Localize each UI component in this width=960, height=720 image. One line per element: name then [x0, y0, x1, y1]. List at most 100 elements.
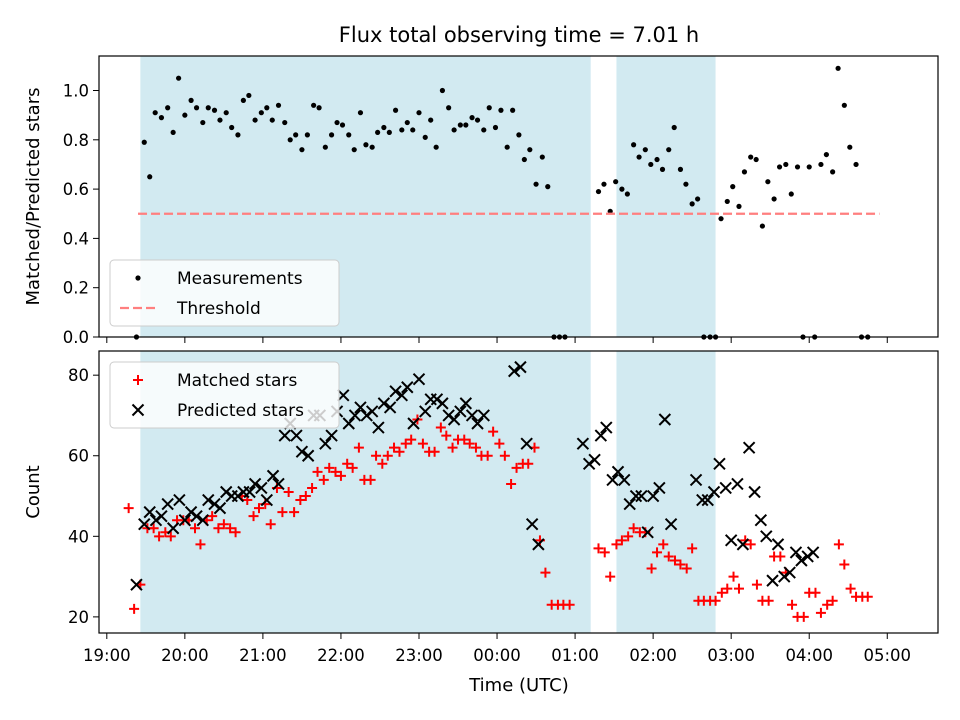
predicted-star-marker [514, 360, 527, 374]
predicted-star-marker [689, 473, 703, 487]
matched-star-marker [441, 430, 452, 441]
measurement-point [463, 122, 469, 128]
predicted-star-marker [696, 493, 709, 507]
measurement-point [369, 144, 375, 150]
matched-star-marker [740, 535, 751, 546]
matched-star-marker [165, 531, 176, 542]
measurement-point [469, 115, 475, 121]
matched-star-marker [822, 599, 833, 610]
measurement-point [246, 92, 252, 99]
plot-frame [98, 55, 939, 338]
measurement-point [457, 122, 463, 128]
measurement-point [287, 137, 293, 143]
legend: Measurements Threshold [109, 259, 340, 327]
predicted-star-marker [594, 429, 608, 442]
matched-star-marker [347, 462, 358, 473]
measurement-point [492, 124, 499, 131]
measurement-point [671, 124, 677, 131]
predicted-star-marker [629, 489, 643, 503]
matched-star-marker [213, 523, 224, 534]
predicted-star-marker [623, 497, 636, 511]
predicted-star-marker [719, 481, 732, 495]
measurement-point [334, 119, 340, 126]
measurement-point [486, 105, 492, 111]
predicted-star-marker [342, 417, 355, 430]
measurement-point [269, 117, 275, 123]
measurement-point [794, 164, 801, 170]
y-axis-label: Count [23, 465, 44, 518]
measurement-point [446, 105, 452, 111]
predicted-star-marker [130, 578, 143, 591]
matched-star-marker [506, 478, 517, 489]
matched-star-marker [289, 507, 300, 518]
legend-label: Predicted stars [177, 401, 304, 421]
measurement-point [141, 139, 147, 145]
matched-star-marker [464, 438, 475, 449]
predicted-star-marker [742, 441, 756, 454]
matched-star-marker [722, 583, 733, 594]
predicted-star-marker [611, 465, 625, 479]
matched-star-marker [798, 611, 809, 622]
y-tick-label: 0.8 [63, 131, 89, 150]
measurement-point [765, 179, 771, 185]
y-tick-label: 0.0 [63, 328, 89, 347]
matched-star-marker [482, 450, 493, 461]
measurement-point [328, 132, 335, 138]
matched-star-marker [763, 595, 774, 606]
measurement-point [835, 65, 841, 71]
x-tick-label: 19:00 [83, 646, 131, 665]
matched-star-marker [253, 503, 264, 514]
measurement-point [683, 181, 689, 187]
measurement-point [788, 191, 794, 197]
measurement-point [689, 201, 695, 207]
x-tick-label: 22:00 [317, 646, 365, 665]
predicted-star-marker [731, 477, 744, 491]
measurement-point [275, 102, 282, 108]
predicted-star-marker [260, 493, 274, 507]
measurement-point [147, 174, 153, 180]
measurement-point [416, 110, 422, 116]
predicted-star-marker [278, 429, 291, 442]
predicted-star-marker [360, 409, 373, 422]
y-tick-label: 60 [68, 447, 89, 466]
predicted-star-marker [295, 445, 309, 458]
matched-star-marker [435, 422, 446, 433]
predicted-star-marker [778, 570, 791, 583]
matched-star-marker [429, 446, 440, 457]
measurement-point [293, 132, 299, 138]
predicted-star-marker [184, 505, 198, 519]
x-tick-label: 02:00 [629, 646, 677, 665]
matched-star-marker [195, 539, 206, 550]
predicted-star-marker [618, 473, 631, 487]
matched-star-marker [839, 559, 850, 570]
measurement-point [205, 105, 211, 111]
measurement-point [375, 129, 381, 136]
matched-star-marker [300, 491, 311, 502]
measurement-point [636, 154, 642, 160]
matched-star-marker [277, 507, 288, 518]
measurement-point [235, 132, 241, 138]
predicted-star-marker [606, 473, 619, 487]
matched-star-marker [523, 458, 534, 469]
measurement-point [595, 188, 602, 195]
matched-star-marker [599, 547, 610, 558]
matched-star-marker [675, 559, 686, 570]
measurement-point [165, 105, 171, 111]
measurement-point [533, 181, 539, 187]
predicted-star-marker [532, 538, 545, 551]
measurement-point [818, 161, 824, 168]
matched-star-marker [382, 450, 393, 461]
matched-star-marker [751, 579, 762, 590]
matched-star-marker [342, 458, 353, 469]
predicted-star-marker [354, 401, 367, 414]
measurement-point [695, 196, 701, 202]
predicted-star-marker [477, 409, 490, 422]
matched-star-marker [488, 426, 499, 437]
measurement-point [631, 142, 637, 148]
matched-star-marker [669, 555, 680, 566]
measurement-point [399, 127, 405, 133]
matched-star-marker [658, 539, 669, 550]
matched-star-marker [265, 519, 276, 530]
measurement-point [433, 144, 439, 150]
x-tick-label: 05:00 [863, 646, 911, 665]
